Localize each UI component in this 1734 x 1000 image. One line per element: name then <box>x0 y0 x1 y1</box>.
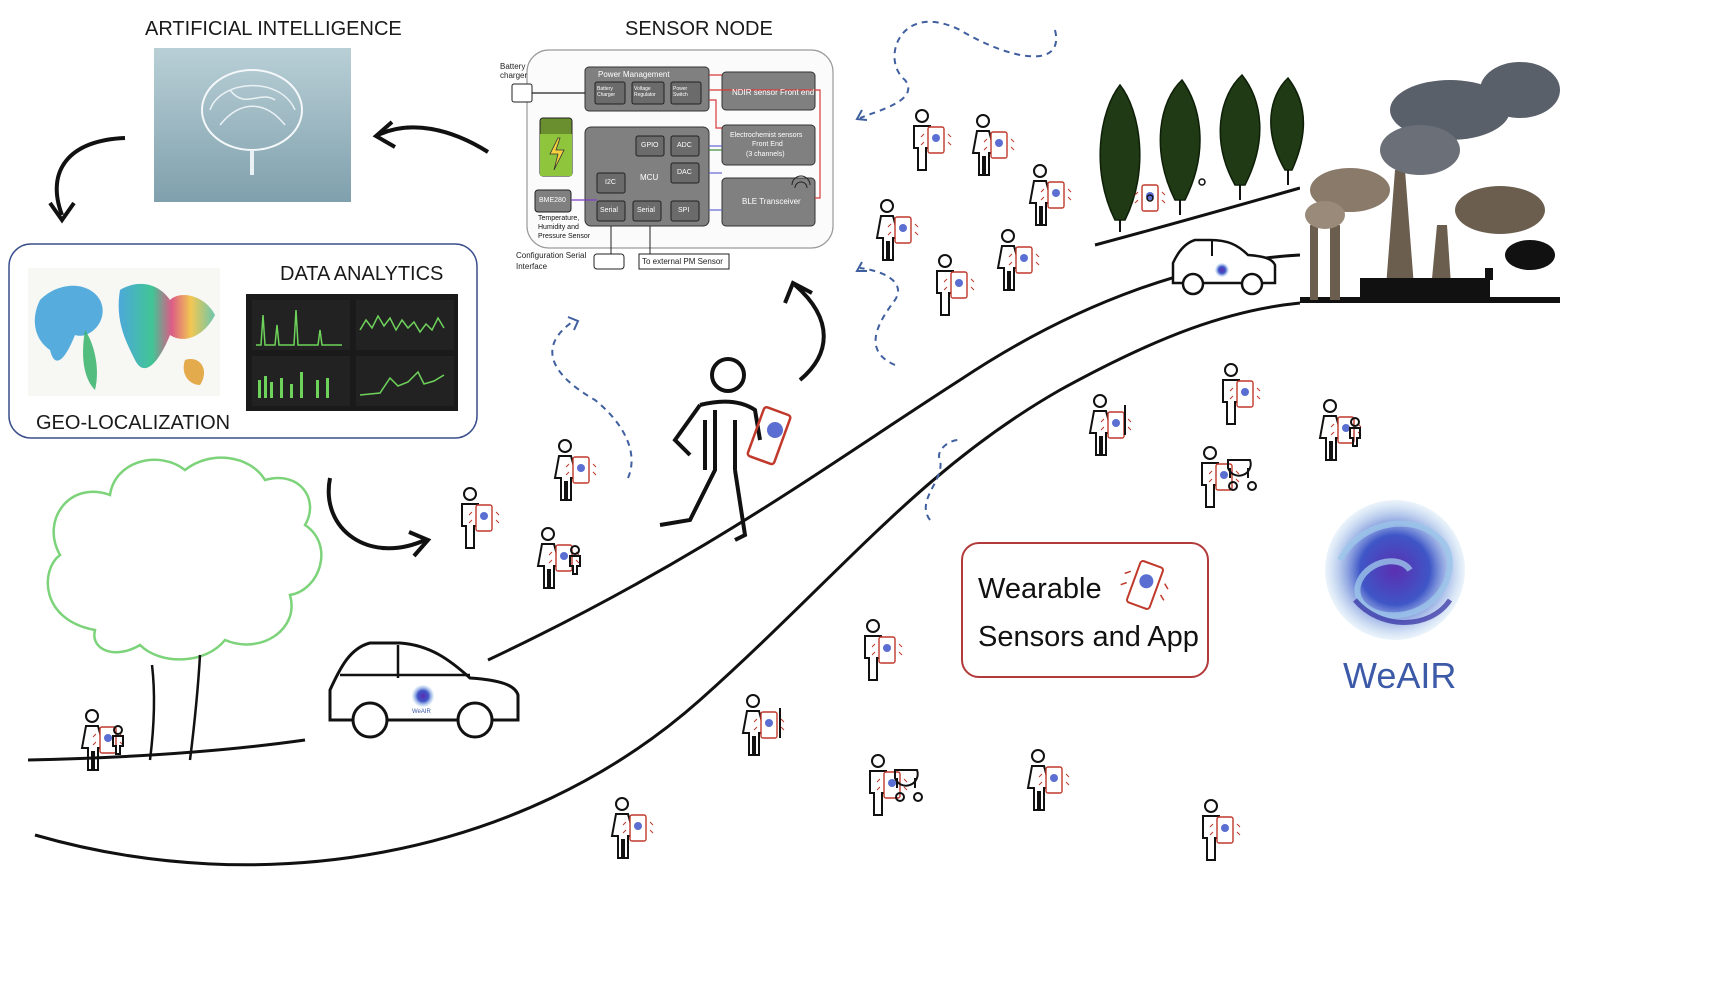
ai-label: ARTIFICIAL INTELLIGENCE <box>145 18 402 40</box>
power-management-label: Power Management <box>598 70 670 79</box>
ble-label: BLE Transceiver <box>742 197 801 206</box>
dac-label: DAC <box>677 169 692 176</box>
geo-analytics-box <box>8 243 478 439</box>
battery-charger-label: Battery charger <box>500 62 528 80</box>
voltage-regulator-block: Voltage Regulator <box>634 86 656 98</box>
serial2-label: Serial <box>637 207 655 214</box>
bme280-label: BME280 <box>539 197 566 204</box>
car-logo-label: WeAIR <box>412 709 431 715</box>
car-right <box>1171 238 1277 296</box>
electrochem-line2: Front End <box>752 141 783 148</box>
walking-person <box>659 357 792 542</box>
wearable-phone-icon <box>1120 560 1169 610</box>
serial1-label: Serial <box>600 207 618 214</box>
lower-road <box>34 301 1301 867</box>
data-analytics-dashboard <box>246 294 458 411</box>
power-switch-block: Power Switch <box>673 86 688 98</box>
hill-line <box>1094 186 1301 247</box>
ndir-label: NDIR sensor Front end <box>732 88 815 97</box>
wearable-sensors-box <box>961 542 1209 678</box>
arrow-walker-to-sensor <box>793 283 826 382</box>
arrow-ai-to-geo <box>54 136 126 216</box>
wearable-label-line1: Wearable <box>978 573 1102 605</box>
upper-road <box>27 738 306 762</box>
arrow-analytics-to-road <box>326 477 426 551</box>
sensor-node-label: SENSOR NODE <box>625 18 773 40</box>
electrochem-line3: (3 channels) <box>746 151 785 158</box>
mcu-label: MCU <box>640 173 659 182</box>
strollers-and-kids <box>112 405 1361 802</box>
i2c-label: I2C <box>605 179 616 186</box>
config-serial-label1: Configuration Serial <box>516 251 587 260</box>
external-pm-label: To external PM Sensor <box>642 257 723 266</box>
dark-trees <box>1099 73 1305 221</box>
adc-label: ADC <box>677 142 692 149</box>
brand-label: WeAIR <box>1343 655 1457 696</box>
car-left <box>328 641 520 739</box>
bme-desc1: Temperature, <box>538 215 580 222</box>
battery-charger-block: Battery Charger <box>597 86 616 98</box>
gpio-label: GPIO <box>641 142 659 149</box>
geo-localization-label: GEO-LOCALIZATION <box>36 412 231 434</box>
bme-desc2: Humidity and <box>538 224 579 231</box>
arrow-sensor-to-ai <box>377 125 490 154</box>
factory <box>1300 62 1560 305</box>
data-analytics-label: DATA ANALYTICS <box>280 263 444 285</box>
dashed-arrows <box>551 21 1058 521</box>
wearable-label-line2: Sensors and App <box>978 621 1199 653</box>
bme-desc3: Pressure Sensor <box>538 233 591 240</box>
sensor-node-schematic <box>511 49 834 270</box>
weair-logo <box>1325 500 1465 640</box>
config-serial-label2: Interface <box>516 262 548 271</box>
electrochem-line1: Electrochemist sensors <box>730 132 803 139</box>
green-tree <box>46 456 323 761</box>
spi-label: SPI <box>678 207 690 214</box>
world-map-image <box>28 268 220 396</box>
ai-brain-image <box>154 48 351 202</box>
